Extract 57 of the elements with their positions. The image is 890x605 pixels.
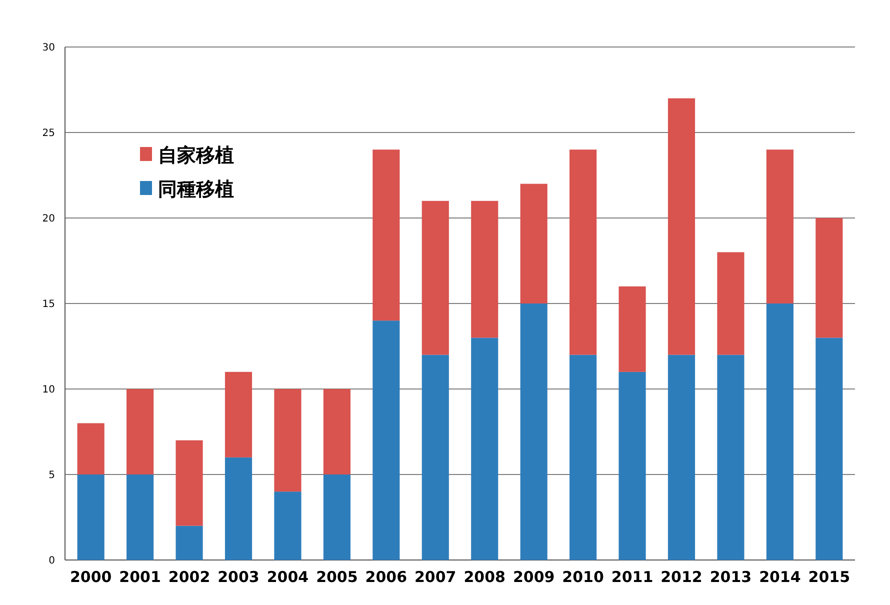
bar [668,98,696,355]
bar [422,354,449,560]
bar [176,440,203,526]
bar [668,354,696,560]
x-tick-label: 2013 [710,568,752,586]
bar [126,474,154,560]
y-tick-label: 25 [42,128,55,139]
legend-label: 同種移植 [158,178,234,201]
x-tick-label: 2005 [316,568,358,586]
x-tick-label: 2014 [759,568,801,586]
x-tick-label: 2007 [414,568,456,586]
y-tick-label: 30 [42,42,55,54]
bar [471,338,498,560]
bar [766,304,794,560]
x-tick-label: 2000 [70,568,112,586]
bar [126,389,154,474]
y-tick-label: 5 [48,470,55,481]
bar [224,372,252,458]
bar [717,354,744,560]
bar [77,423,104,474]
legend-label: 自家移植 [158,144,234,167]
bar [372,320,400,560]
bar [618,372,646,560]
bar [372,150,400,321]
x-tick-label: 2002 [168,568,210,586]
bar [520,304,548,560]
bar [520,184,548,304]
bar [176,526,203,560]
y-tick-label: 15 [42,299,55,310]
x-tick-label: 2008 [464,568,506,586]
y-tick-label: 0 [48,556,55,566]
x-tick-label: 2009 [512,568,555,586]
x-tick-label: 2015 [808,568,850,586]
bar [77,474,104,560]
x-tick-label: 2004 [266,568,309,586]
bar [816,218,843,338]
bar [717,252,744,355]
x-tick-label: 2001 [119,568,161,586]
bar [570,150,597,355]
bar [422,200,449,355]
bar [570,354,597,560]
y-tick-label: 10 [42,384,55,396]
bar [274,389,302,492]
bar [618,286,646,372]
x-tick-label: 2012 [660,568,702,586]
bar [323,389,350,474]
bar [816,338,843,560]
bar [274,492,302,560]
x-tick-label: 2010 [562,568,604,586]
bar [224,457,252,560]
bar [766,150,794,304]
x-tick-label: 2003 [218,568,260,586]
x-tick-label: 2006 [365,568,408,586]
bar [323,474,350,560]
x-tick-label: 2011 [611,568,654,586]
y-tick-label: 20 [42,214,55,224]
bar [471,200,498,338]
